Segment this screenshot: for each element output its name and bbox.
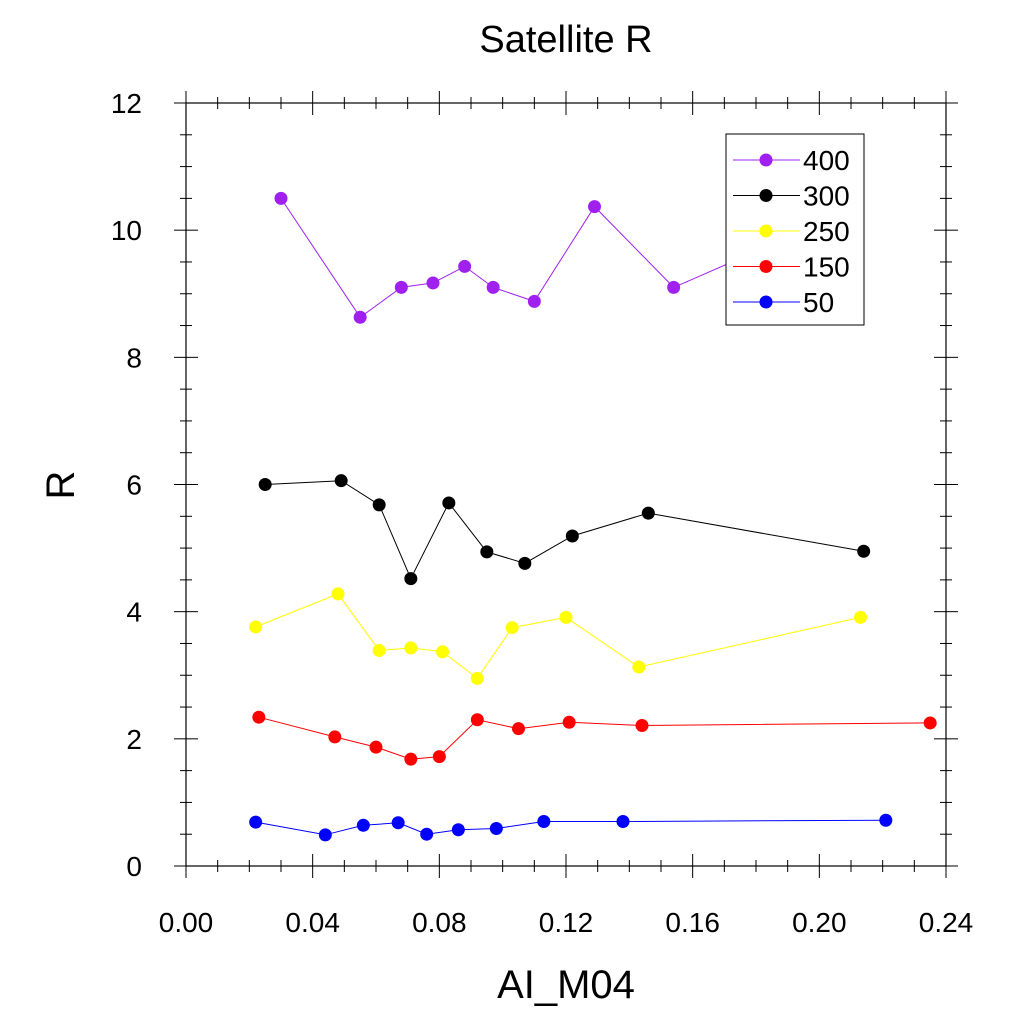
data-point-300	[334, 474, 348, 488]
series-line-50	[255, 819, 886, 836]
data-point-300	[258, 478, 272, 491]
data-point-400	[486, 280, 500, 294]
data-point-250	[559, 610, 573, 624]
data-point-50	[391, 816, 405, 830]
legend-label-400: 400	[803, 145, 850, 176]
series-300	[258, 474, 871, 586]
x-tick-label: 0.12	[539, 907, 594, 938]
data-point-250	[470, 671, 484, 685]
data-point-150	[512, 722, 525, 736]
data-point-300	[857, 544, 871, 558]
data-point-300	[518, 556, 532, 570]
data-point-50	[420, 827, 434, 841]
data-point-300	[565, 529, 579, 543]
legend-marker-150	[759, 260, 773, 273]
legend-label-50: 50	[803, 287, 834, 318]
x-tick-label: 0.04	[285, 907, 340, 938]
series-250	[249, 587, 867, 685]
x-tick-label: 0.24	[919, 907, 974, 938]
data-point-250	[249, 620, 263, 634]
y-tick-label: 2	[126, 724, 142, 755]
data-point-50	[249, 815, 263, 829]
data-point-50	[318, 828, 332, 842]
data-point-50	[537, 814, 551, 828]
y-tick-label: 6	[126, 470, 142, 501]
data-point-250	[404, 641, 418, 655]
data-point-250	[436, 645, 449, 659]
data-point-300	[442, 496, 456, 510]
data-point-400	[458, 259, 472, 273]
data-point-250	[505, 621, 519, 635]
data-point-250	[632, 660, 646, 674]
data-point-150	[923, 716, 937, 730]
data-point-300	[404, 572, 418, 586]
x-tick-label: 0.00	[159, 907, 214, 938]
data-point-150	[404, 752, 418, 766]
data-point-250	[331, 587, 345, 601]
data-point-150	[635, 718, 649, 732]
data-point-400	[353, 310, 367, 324]
data-point-300	[372, 498, 386, 512]
legend-marker-250	[759, 224, 773, 238]
data-point-300	[480, 545, 494, 559]
y-tick-label: 0	[126, 851, 142, 882]
series-line-400	[280, 198, 820, 319]
y-tick-label: 10	[111, 215, 142, 246]
data-point-250	[372, 643, 386, 657]
y-tick-label: 4	[126, 597, 142, 628]
data-point-400	[394, 280, 408, 294]
data-point-400	[588, 200, 601, 214]
data-point-150	[432, 750, 446, 764]
data-point-300	[641, 506, 655, 520]
data-point-50	[879, 813, 893, 827]
series-line-300	[265, 480, 864, 580]
chart-title: Satellite R	[479, 19, 652, 61]
data-point-150	[562, 715, 576, 729]
data-point-150	[470, 713, 484, 727]
data-point-150	[328, 730, 342, 744]
data-point-50	[451, 823, 465, 837]
series-50	[249, 813, 893, 842]
series-line-150	[258, 716, 931, 760]
data-point-50	[489, 821, 503, 835]
legend-box	[725, 133, 865, 326]
axes: 0.00 0.04 0.08 0.12 0.16 0.20 0.24 0 2 4 6 8 10 12	[111, 88, 973, 938]
data-point-250	[854, 610, 867, 624]
data-point-400	[426, 276, 440, 290]
x-tick-label: 0.16	[665, 907, 720, 938]
data-point-150	[252, 710, 266, 724]
x-tick-label: 0.08	[412, 907, 467, 938]
legend: 400 300 250 150 50	[725, 133, 865, 326]
legend-marker-50	[759, 295, 773, 309]
series-150	[252, 710, 937, 766]
series-line-250	[255, 593, 861, 680]
data-point-400	[527, 294, 541, 308]
x-axis-label: AI_M04	[497, 963, 635, 1007]
x-tick-label: 0.20	[792, 907, 847, 938]
data-point-50	[356, 818, 370, 832]
data-point-400	[667, 280, 681, 294]
y-tick-label: 12	[111, 88, 142, 119]
legend-label-150: 150	[803, 252, 850, 283]
y-tick-label: 8	[126, 342, 142, 373]
legend-marker-300	[759, 189, 773, 202]
y-axis-label: R	[39, 471, 83, 500]
legend-label-250: 250	[803, 216, 850, 247]
legend-marker-400	[759, 153, 773, 167]
legend-label-300: 300	[803, 181, 850, 212]
data-point-50	[616, 814, 630, 828]
data-point-150	[369, 740, 383, 754]
data-point-400	[274, 191, 288, 205]
